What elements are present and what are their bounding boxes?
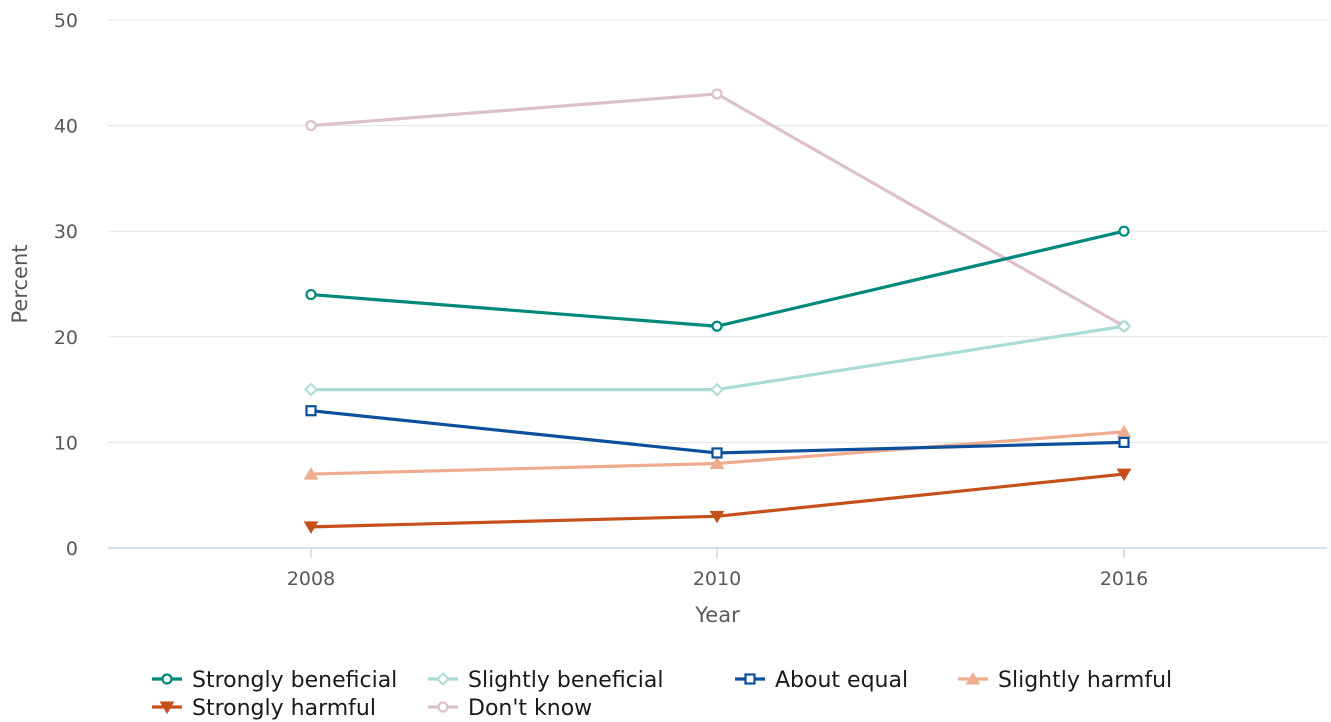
- legend-label: Don't know: [468, 696, 592, 721]
- y-tick-label: 0: [66, 538, 78, 560]
- data-point: [307, 121, 316, 130]
- data-point: [307, 406, 316, 415]
- series-strongly-beneficial: [307, 227, 1129, 331]
- x-tick-label: 2008: [287, 568, 335, 590]
- legend-marker: [438, 674, 449, 685]
- legend-marker: [163, 675, 172, 684]
- data-point: [1120, 438, 1129, 447]
- y-axis-title: Percent: [8, 244, 32, 323]
- data-point: [307, 290, 316, 299]
- x-tick-label: 2016: [1100, 568, 1148, 590]
- series-line: [311, 411, 1124, 453]
- data-point: [713, 89, 722, 98]
- x-tick-label: 2010: [693, 568, 741, 590]
- legend-marker: [746, 675, 755, 684]
- series-slightly-beneficial: [306, 321, 1130, 395]
- legend-label: About equal: [775, 668, 908, 693]
- data-point: [1120, 227, 1129, 236]
- series-strongly-harmful: [305, 469, 1131, 533]
- legend-label: Slightly beneficial: [468, 668, 664, 693]
- y-tick-label: 30: [54, 221, 78, 243]
- legend-item[interactable]: Slightly harmful: [958, 668, 1172, 693]
- data-point: [713, 322, 722, 331]
- legend-item[interactable]: Slightly beneficial: [428, 668, 664, 693]
- legend-label: Slightly harmful: [998, 668, 1172, 693]
- series-line: [311, 94, 1124, 326]
- series-about-equal: [307, 406, 1129, 457]
- legend-marker: [439, 703, 448, 712]
- legend-label: Strongly beneficial: [192, 668, 397, 693]
- grid-lines: [108, 20, 1327, 442]
- x-axis-title: Year: [694, 603, 740, 627]
- legend-item[interactable]: About equal: [735, 668, 908, 693]
- y-tick-label: 20: [54, 327, 78, 349]
- series-line: [311, 231, 1124, 326]
- series-layer: [305, 89, 1131, 532]
- data-point: [713, 448, 722, 457]
- legend: Strongly beneficial Slightly beneficial Ab…: [152, 668, 1172, 721]
- y-tick-label: 50: [54, 10, 78, 32]
- data-point: [712, 384, 723, 395]
- legend-item[interactable]: Don't know: [428, 696, 592, 721]
- y-tick-label: 40: [54, 116, 78, 138]
- legend-item[interactable]: Strongly harmful: [152, 696, 376, 721]
- y-tick-label: 10: [54, 432, 78, 454]
- data-point: [306, 384, 317, 395]
- x-axis: 2008 2010 2016: [287, 548, 1148, 590]
- y-axis: 0 10 20 30 40 50: [54, 10, 78, 560]
- legend-item[interactable]: Strongly beneficial: [152, 668, 397, 693]
- legend-label: Strongly harmful: [192, 696, 376, 721]
- series-line: [311, 326, 1124, 389]
